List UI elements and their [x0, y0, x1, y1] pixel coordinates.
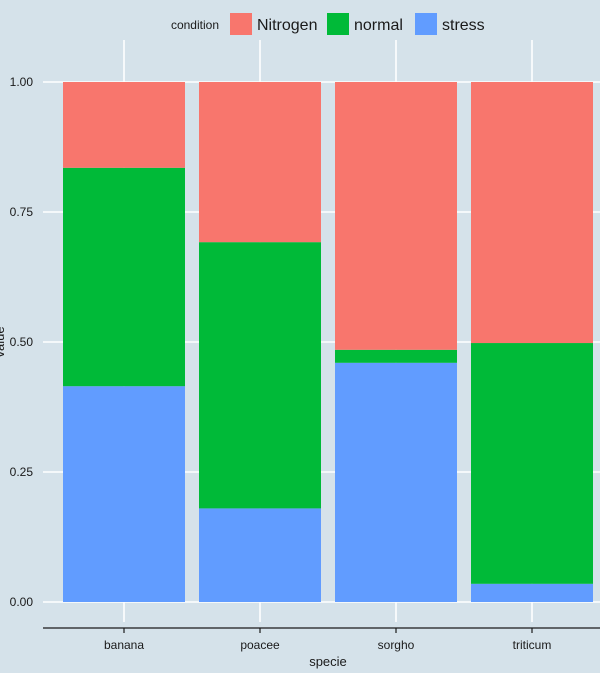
- legend-key-normal: [327, 13, 349, 35]
- axis-layer: 0.00 0.25 0.50 0.75 1.00 banana poacee sorgho tr…: [10, 75, 600, 652]
- y-tick-label: 1.00: [10, 75, 34, 89]
- bar-segment-stress-triticum: [471, 583, 593, 602]
- legend-title: condition: [171, 18, 219, 32]
- bar-segment-nitrogen-triticum: [471, 82, 593, 344]
- bar-segment-normal-banana: [63, 167, 185, 387]
- legend-key-stress: [415, 13, 437, 35]
- x-tick-label: triticum: [513, 638, 552, 652]
- y-tick-label: 0.75: [10, 205, 34, 219]
- legend-key-nitrogen: [230, 13, 252, 35]
- x-tick-label: poacee: [240, 638, 280, 652]
- bar-segment-normal-triticum: [471, 343, 593, 584]
- bar-segment-nitrogen-poacee: [199, 82, 321, 243]
- x-tick-label: banana: [104, 638, 144, 652]
- x-axis-title: specie: [309, 654, 347, 669]
- bars-layer: [63, 82, 593, 602]
- legend-label-nitrogen: Nitrogen: [257, 17, 317, 34]
- bar-segment-normal-sorgho: [335, 349, 457, 363]
- x-tick-label: sorgho: [378, 638, 415, 652]
- bar-segment-nitrogen-banana: [63, 82, 185, 168]
- legend-layer: condition Nitrogen normal stress: [171, 13, 485, 35]
- bar-segment-stress-sorgho: [335, 362, 457, 602]
- y-tick-label: 0.00: [10, 595, 34, 609]
- y-axis-title: value: [0, 326, 7, 357]
- bar-segment-nitrogen-sorgho: [335, 82, 457, 350]
- y-tick-label: 0.50: [10, 335, 34, 349]
- bar-segment-stress-poacee: [199, 508, 321, 602]
- legend-label-stress: stress: [442, 17, 485, 34]
- bar-segment-stress-banana: [63, 386, 185, 602]
- bar-segment-normal-poacee: [199, 242, 321, 509]
- y-tick-label: 0.25: [10, 465, 34, 479]
- legend-label-normal: normal: [354, 17, 403, 34]
